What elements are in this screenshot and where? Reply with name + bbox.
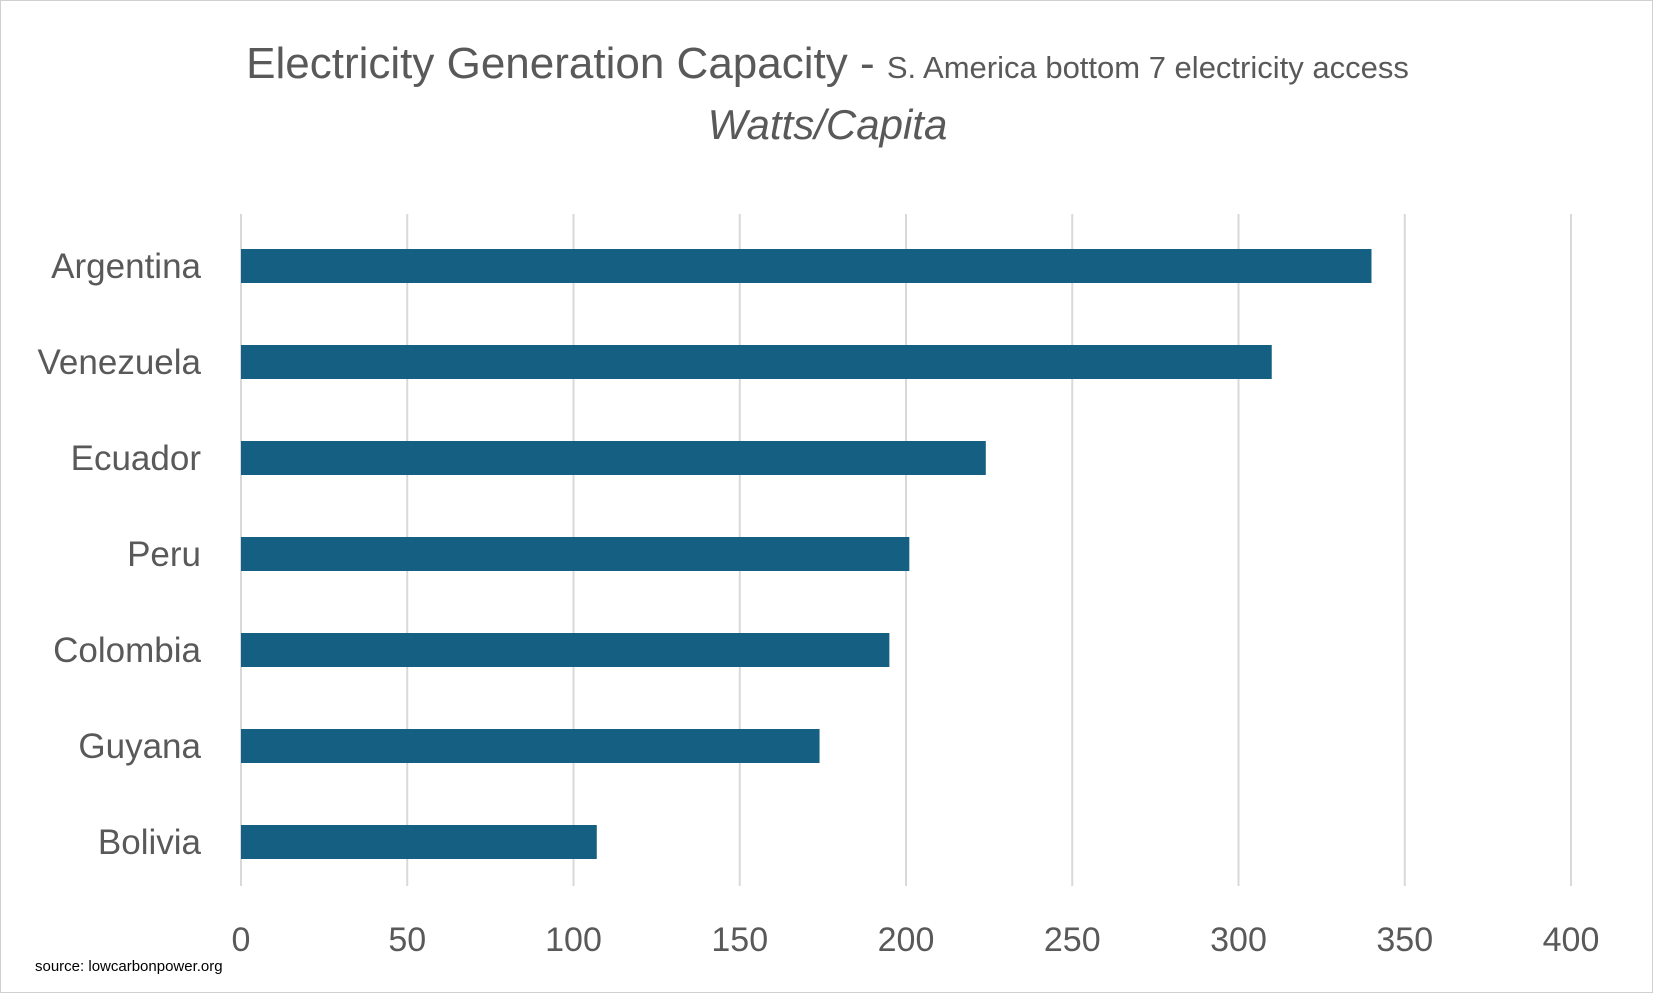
bar xyxy=(241,825,597,859)
x-tick-label: 400 xyxy=(1543,921,1600,959)
category-label: Ecuador xyxy=(71,439,202,478)
bar xyxy=(241,249,1372,283)
bar xyxy=(241,441,986,475)
x-tick-label: 100 xyxy=(545,921,602,959)
category-label: Guyana xyxy=(78,727,201,766)
chart-subtitle: Watts/Capita xyxy=(707,101,948,148)
bar xyxy=(241,345,1272,379)
source-note: source: lowcarbonpower.org xyxy=(35,958,223,975)
x-tick-label: 350 xyxy=(1376,921,1433,959)
chart-title: Electricity Generation Capacity - S. Ame… xyxy=(1,39,1653,89)
x-tick-label: 50 xyxy=(388,921,426,959)
bar xyxy=(241,729,820,763)
category-label: Peru xyxy=(127,535,201,574)
x-tick-label: 0 xyxy=(232,921,251,959)
x-tick-label: 150 xyxy=(711,921,768,959)
category-label: Venezuela xyxy=(38,343,202,382)
chart-title-main: Electricity Generation Capacity - xyxy=(246,39,887,88)
category-label: Colombia xyxy=(53,631,201,670)
x-tick-label: 300 xyxy=(1210,921,1267,959)
bar xyxy=(241,633,890,667)
bar xyxy=(241,537,910,571)
x-tick-label: 200 xyxy=(878,921,935,959)
category-label: Argentina xyxy=(51,247,201,286)
x-tick-label: 250 xyxy=(1044,921,1101,959)
chart-title-suffix: S. America bottom 7 electricity access xyxy=(886,50,1409,85)
category-label: Bolivia xyxy=(98,823,202,862)
